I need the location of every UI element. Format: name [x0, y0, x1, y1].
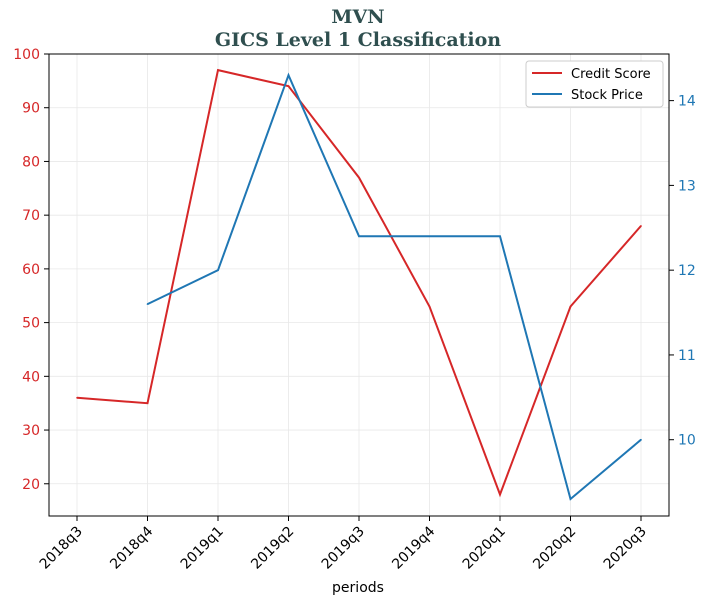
data-point	[217, 69, 219, 71]
data-point	[499, 236, 501, 238]
y-right-tick-label: 10	[678, 433, 696, 449]
legend-stock-price-label: Stock Price	[571, 88, 643, 103]
data-point	[640, 439, 642, 441]
x-tick-label: 2019q1	[178, 524, 227, 573]
legend: Credit Score Stock Price	[526, 61, 663, 107]
legend-credit-score-label: Credit Score	[571, 67, 651, 82]
data-point	[76, 397, 78, 399]
x-axis-label: periods	[332, 580, 384, 596]
y-right-tick-label: 12	[678, 263, 696, 279]
data-point	[217, 269, 219, 271]
y-left-tick-label: 70	[22, 208, 40, 224]
x-tick-label: 2019q3	[319, 524, 368, 573]
x-tick-label: 2020q1	[460, 524, 509, 573]
data-point	[358, 236, 360, 238]
y-right-tick-label: 14	[678, 94, 696, 110]
x-tick-label: 2018q4	[107, 523, 156, 572]
data-point	[288, 85, 290, 87]
data-point	[147, 402, 149, 404]
x-tick-label: 2020q2	[530, 524, 579, 573]
y-left-tick-label: 20	[22, 477, 40, 493]
y-right-tick-label: 13	[678, 178, 696, 194]
data-point	[640, 225, 642, 227]
y-right-tick-label: 11	[678, 348, 696, 364]
x-tick-label: 2020q3	[601, 524, 650, 573]
y-left-tick-label: 60	[22, 262, 40, 278]
y-left-tick-label: 40	[22, 369, 40, 385]
chart-title: MVN	[331, 6, 384, 28]
y-left-tick-label: 80	[22, 154, 40, 170]
y-left-tick-label: 90	[22, 101, 40, 117]
data-point	[429, 306, 431, 308]
data-point	[570, 306, 572, 308]
y-left-tick-label: 30	[22, 423, 40, 439]
chart-subtitle: GICS Level 1 Classification	[215, 29, 501, 51]
x-tick-label: 2018q3	[37, 524, 86, 573]
data-point	[499, 494, 501, 496]
series-line-stock-price	[148, 75, 642, 499]
axes-layer: 2018q3 2018q4 2019q1 2019q2 2019q3 2019q4 2020…	[13, 47, 696, 573]
x-tick-label: 2019q4	[389, 523, 438, 572]
x-tick-label: 2019q2	[248, 524, 297, 573]
data-point	[429, 236, 431, 238]
data-point	[288, 74, 290, 76]
data-point	[358, 177, 360, 179]
data-point	[570, 498, 572, 500]
y-left-tick-label: 100	[13, 47, 40, 63]
y-left-tick-label: 50	[22, 316, 40, 332]
grid-layer	[49, 54, 669, 516]
data-point	[147, 303, 149, 305]
